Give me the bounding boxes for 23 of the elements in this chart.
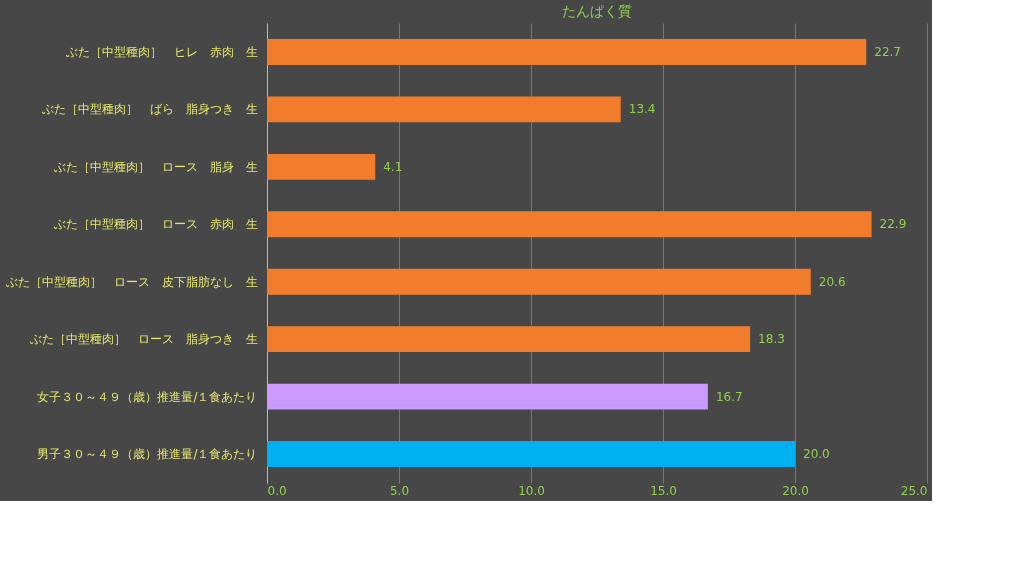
data-label: 16.7 xyxy=(715,389,743,404)
x-tick-label: 10.0 xyxy=(518,483,545,498)
y-tick-label: 男子３０～４９（歳）推進量/１食あたり xyxy=(37,447,258,461)
data-label: 22.7 xyxy=(874,45,901,59)
data-label: 4.1 xyxy=(383,159,403,174)
data-label: 18.3 xyxy=(758,332,785,347)
chart-title: たんぱく質 xyxy=(562,3,632,19)
y-tick-label: ぶた［中型種肉］ ロース 脂身 生 xyxy=(53,159,258,174)
x-tick-label: 15.0 xyxy=(650,483,677,498)
data-label: 22.9 xyxy=(879,217,907,232)
x-tick-label: 25.0 xyxy=(900,483,928,498)
x-tick-label: 5.0 xyxy=(389,483,410,498)
y-tick-label: ぶた［中型種肉］ ロース 皮下脂肪なし 生 xyxy=(5,274,258,289)
y-tick-label: ぶた［中型種肉］ ばら 脂身つき 生 xyxy=(41,102,258,117)
y-tick-label: ぶた［中型種肉］ ロース 脂身つき 生 xyxy=(29,332,258,347)
y-tick-label: 女子３０～４９（歳）推進量/１食あたり xyxy=(37,389,258,404)
data-label: 20.0 xyxy=(803,447,830,461)
y-tick-label: ぶた［中型種肉］ ロース 赤肉 生 xyxy=(53,217,258,232)
x-tick-label: 20.0 xyxy=(782,483,809,498)
x-tick-label: 0.0 xyxy=(267,483,287,498)
y-tick-label: ぶた［中型種肉］ ヒレ 赤肉 生 xyxy=(65,45,258,59)
data-label: 20.6 xyxy=(818,274,846,289)
data-label: 13.4 xyxy=(628,102,656,117)
